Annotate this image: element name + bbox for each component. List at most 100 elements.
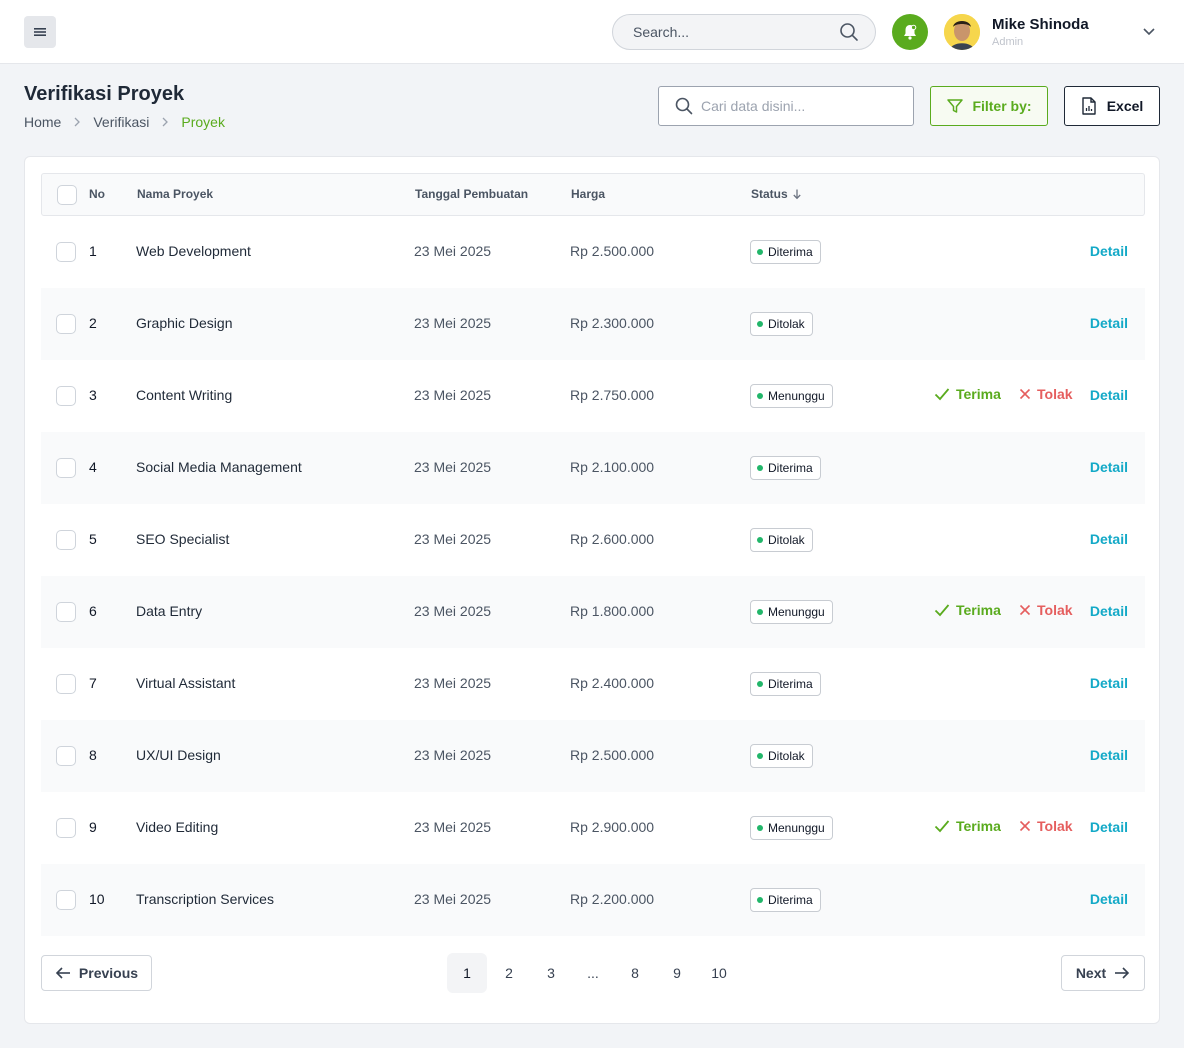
reject-button[interactable]: Tolak [1019,818,1073,834]
detail-link[interactable]: Detail [1089,315,1128,331]
row-checkbox[interactable] [56,530,76,550]
pagination-ellipsis: ... [587,965,599,981]
page-title: Verifikasi Proyek [24,83,185,105]
project-name: SEO Specialist [136,531,230,547]
project-name: UX/UI Design [136,747,221,763]
status-badge: Ditolak [750,744,813,768]
next-page-button[interactable]: Next [1061,955,1145,991]
detail-link[interactable]: Detail [1089,891,1128,907]
filter-button-label: Filter by: [972,98,1032,114]
page-number[interactable]: 2 [505,965,513,981]
filter-button[interactable]: Filter by: [930,86,1048,126]
breadcrumb-home[interactable]: Home [24,114,62,130]
menu-button[interactable] [24,16,56,48]
created-date: 23 Mei 2025 [414,243,492,259]
breadcrumb-verifikasi[interactable]: Verifikasi [93,114,150,130]
filter-icon [947,99,964,113]
top-search-input[interactable] [633,24,839,40]
status-text: Ditolak [768,317,805,331]
table-row: 9 Video Editing 23 Mei 2025 Rp 2.900.000 Men… [41,792,1145,864]
detail-link[interactable]: Detail [1089,819,1128,835]
search-icon[interactable] [839,22,859,42]
page-number[interactable]: 10 [711,965,727,981]
status-badge: Menunggu [750,384,833,408]
excel-export-button[interactable]: Excel [1064,86,1160,126]
detail-link[interactable]: Detail [1089,531,1128,547]
row-number: 4 [89,459,97,475]
status-text: Ditolak [768,533,805,547]
row-checkbox[interactable] [56,458,76,478]
avatar-image [944,14,980,50]
row-checkbox[interactable] [56,674,76,694]
project-price: Rp 2.400.000 [570,675,655,691]
status-badge: Diterima [750,240,821,264]
page-number[interactable]: 9 [673,965,681,981]
page-number[interactable]: 8 [631,965,639,981]
detail-link[interactable]: Detail [1089,603,1128,619]
row-number: 3 [89,387,97,403]
row-checkbox[interactable] [56,746,76,766]
page-number[interactable]: 1 [447,953,487,993]
row-checkbox[interactable] [56,242,76,262]
project-price: Rp 2.300.000 [570,315,655,331]
previous-page-button[interactable]: Previous [41,955,152,991]
table-row: 8 UX/UI Design 23 Mei 2025 Rp 2.500.000 Dito… [41,720,1145,792]
chevron-down-icon[interactable] [1142,26,1156,36]
row-checkbox[interactable] [56,890,76,910]
table-row: 5 SEO Specialist 23 Mei 2025 Rp 2.600.000 Di… [41,504,1145,576]
project-price: Rp 2.100.000 [570,459,655,475]
table-card: No Nama Proyek Tanggal Pembuatan Harga S… [24,156,1160,1024]
avatar[interactable] [944,14,980,50]
row-number: 6 [89,603,97,619]
user-role: Admin [992,36,1024,48]
reject-label: Tolak [1037,818,1073,834]
detail-link[interactable]: Detail [1089,675,1128,691]
row-number: 8 [89,747,97,763]
row-checkbox[interactable] [56,818,76,838]
status-badge: Menunggu [750,600,833,624]
select-all-checkbox[interactable] [57,185,77,205]
project-price: Rp 2.600.000 [570,531,655,547]
chevron-right-icon [73,116,81,128]
created-date: 23 Mei 2025 [414,459,492,475]
table-row: 3 Content Writing 23 Mei 2025 Rp 2.750.000 M… [41,360,1145,432]
menu-icon [34,28,46,36]
column-header-no: No [89,187,105,201]
project-price: Rp 2.200.000 [570,891,655,907]
accept-button[interactable]: Terima [934,386,1001,402]
table-row: 2 Graphic Design 23 Mei 2025 Rp 2.300.000 Di… [41,288,1145,360]
detail-link[interactable]: Detail [1089,243,1128,259]
accept-label: Terima [956,602,1001,618]
data-search-input[interactable] [701,98,899,114]
x-icon [1019,604,1031,616]
column-header-status-label: Status [751,187,788,201]
detail-link[interactable]: Detail [1089,747,1128,763]
arrow-left-icon [55,967,70,979]
accept-button[interactable]: Terima [934,818,1001,834]
x-icon [1019,388,1031,400]
detail-link[interactable]: Detail [1089,387,1128,403]
status-text: Diterima [768,461,813,475]
reject-button[interactable]: Tolak [1019,602,1073,618]
row-number: 1 [89,243,97,259]
status-dot [757,609,763,615]
detail-link[interactable]: Detail [1089,459,1128,475]
notifications-button[interactable] [892,14,928,50]
user-name[interactable]: Mike Shinoda [992,16,1089,33]
bell-icon [904,24,917,40]
project-name: Transcription Services [136,891,274,907]
project-price: Rp 2.500.000 [570,243,655,259]
sort-down-icon [793,189,801,200]
search-icon [675,97,693,115]
row-checkbox[interactable] [56,314,76,334]
reject-button[interactable]: Tolak [1019,386,1073,402]
check-icon [934,820,950,833]
accept-button[interactable]: Terima [934,602,1001,618]
row-checkbox[interactable] [56,386,76,406]
status-badge: Diterima [750,672,821,696]
row-checkbox[interactable] [56,602,76,622]
page-number[interactable]: 3 [547,965,555,981]
status-badge: Menunggu [750,816,833,840]
column-header-status[interactable]: Status [751,187,802,201]
status-dot [757,393,763,399]
